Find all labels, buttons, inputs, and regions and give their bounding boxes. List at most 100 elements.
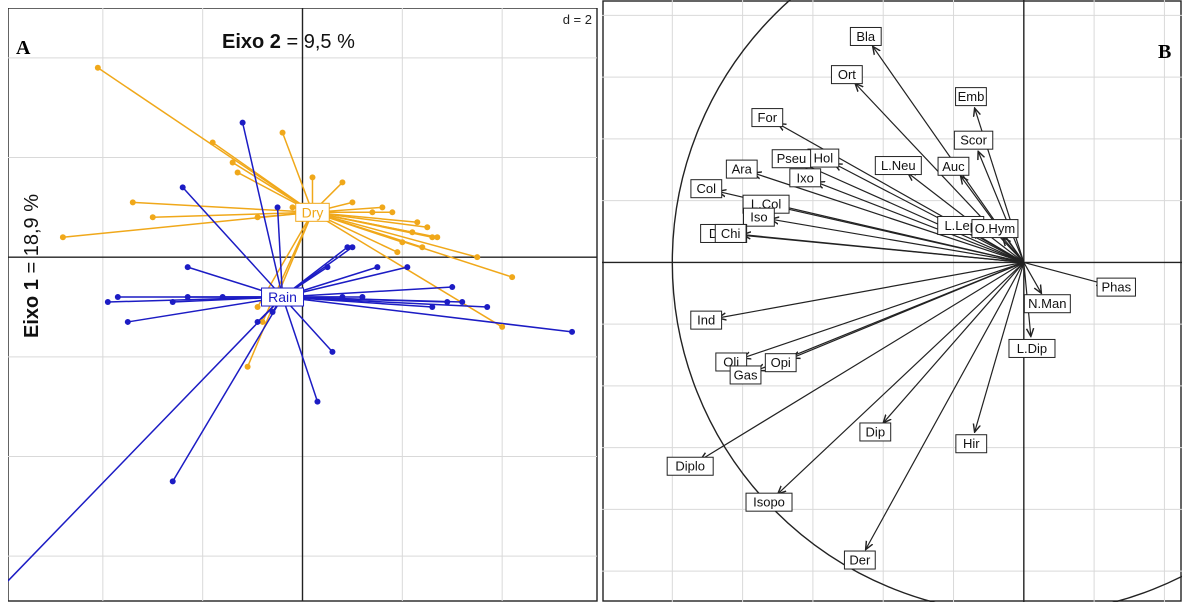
variable-label-text: Gas (734, 367, 758, 382)
point-rain (449, 284, 456, 291)
point-rain (104, 299, 111, 306)
link-rain (241, 122, 284, 298)
point-dry (339, 179, 346, 186)
link-dry (152, 211, 313, 219)
point-rain (274, 204, 281, 211)
centroid-box-dry (295, 202, 330, 222)
point-dry (234, 169, 241, 176)
centroid-box-rain (261, 287, 305, 307)
arrow-oli (743, 261, 1025, 358)
arrow-gas (757, 261, 1025, 370)
y-axis-label-value: = 18,9 % (21, 194, 43, 279)
point-dry (389, 209, 396, 216)
link-dry (312, 211, 513, 278)
variable-label-text: N.Man (1028, 296, 1066, 311)
variable-label-box (742, 207, 775, 227)
panel-a-letter: A (16, 37, 31, 59)
point-rain (374, 264, 381, 271)
variable-label-text: Phas (1101, 280, 1131, 295)
d-scale-label: d = 2 (563, 12, 592, 27)
panel-a-points (59, 64, 576, 485)
arrow-chi (743, 235, 1024, 264)
point-dry (349, 199, 356, 206)
variable-label-box (843, 550, 876, 570)
centroid-text-rain: Rain (268, 289, 297, 305)
variable-label-pseu: Pseu (771, 149, 812, 169)
point-rain (404, 264, 411, 271)
variable-label-text: Ind (697, 313, 715, 328)
link-rain (8, 296, 284, 582)
variable-label-ara: Ara (725, 159, 758, 179)
point-dry (474, 254, 481, 261)
point-dry (59, 234, 66, 241)
arrow-hol (834, 164, 1025, 263)
link-rain (172, 296, 284, 482)
variable-label-box (859, 422, 892, 442)
centroid-label-rain: Rain (261, 287, 305, 307)
variable-label-o-hym: O.Hym (971, 219, 1019, 239)
point-dry (209, 139, 216, 146)
link-dry (212, 141, 313, 213)
variable-label-box (937, 156, 970, 176)
point-dry (259, 318, 266, 325)
point-rain (329, 348, 336, 355)
panel-b-arrows (700, 46, 1104, 549)
variable-label-box (874, 156, 922, 176)
variable-label-hir: Hir (955, 434, 988, 454)
link-dry (281, 132, 314, 213)
point-dry (309, 174, 316, 181)
variable-label-text: L.Lep (944, 218, 977, 233)
arrow-for (778, 123, 1025, 263)
variable-label-text: For (758, 110, 778, 125)
point-dry (394, 249, 401, 256)
arrow-l-col (778, 207, 1024, 263)
variable-label-box (666, 456, 714, 476)
arrow-dip (883, 262, 1025, 423)
point-rain (344, 244, 351, 251)
point-rain (114, 294, 121, 301)
variable-label-box (751, 108, 784, 128)
link-rain (282, 296, 573, 333)
link-dry (312, 211, 428, 229)
link-rain (182, 186, 284, 298)
point-dry (129, 199, 136, 206)
point-rain (359, 294, 366, 301)
variable-label-box (955, 87, 987, 107)
point-dry (399, 239, 406, 246)
arrow-pseu (802, 164, 1025, 263)
variable-label-text: L.Dip (1017, 341, 1047, 356)
point-rain (169, 299, 176, 306)
point-rain (429, 303, 436, 310)
variable-label-box (725, 159, 758, 179)
variable-label-der: Der (843, 550, 876, 570)
variable-label-box (1008, 338, 1056, 358)
variable-label-diplo: Diplo (666, 456, 714, 476)
point-rain (219, 294, 226, 301)
arrow-n-man (1023, 262, 1042, 293)
point-rain (459, 299, 466, 306)
point-rain (184, 264, 191, 271)
point-rain (269, 308, 276, 315)
point-dry (409, 229, 416, 236)
point-dry (254, 303, 261, 310)
point-rain (184, 294, 191, 301)
variable-label-text: Ara (732, 162, 753, 177)
variable-label-box (971, 219, 1019, 239)
panel-b-letter: B (1158, 41, 1171, 63)
variable-label-text: Ort (838, 67, 856, 82)
point-dry (244, 363, 251, 370)
variable-label-ind: Ind (690, 310, 723, 330)
arrow-phas (1023, 261, 1105, 284)
variable-label-box (771, 149, 812, 169)
panel-b-variable-labels: Bla Ort Emb For Scor Auc Hol Pseu Ara Ixo L.Neu Col… (666, 26, 1136, 570)
centroid-label-dry: Dry (295, 202, 330, 222)
point-dry (279, 129, 286, 136)
point-dry (369, 209, 376, 216)
variable-label-l-neu: L.Neu (874, 156, 922, 176)
arrow-isopo (778, 261, 1025, 494)
variable-label-text: Der (849, 553, 871, 568)
variable-label-box (745, 492, 793, 512)
point-rain (169, 478, 176, 485)
link-rain (281, 296, 319, 402)
variable-label-l-dip: L.Dip (1008, 338, 1056, 358)
